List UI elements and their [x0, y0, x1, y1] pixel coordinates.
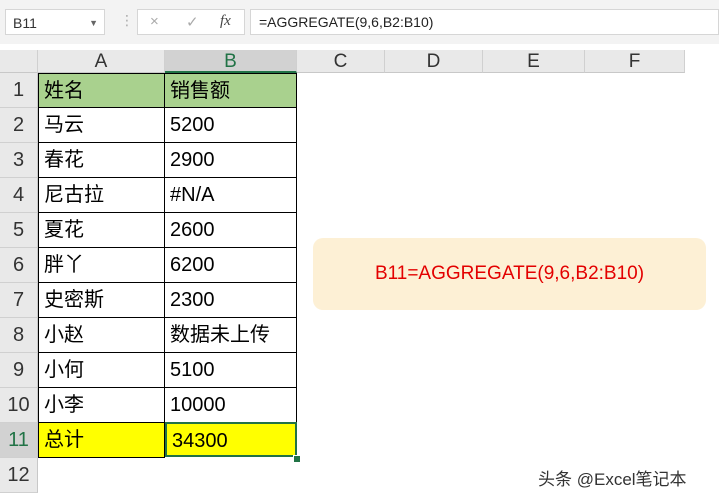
check-icon[interactable]: ✓	[186, 14, 199, 31]
cell-B4[interactable]: #N/A	[165, 178, 297, 213]
row-header[interactable]: 7	[0, 283, 38, 318]
cell-A10[interactable]: 小李	[38, 388, 165, 423]
row-header[interactable]: 11	[0, 423, 38, 458]
cell-A5[interactable]: 夏花	[38, 213, 165, 248]
fill-handle[interactable]	[293, 455, 301, 463]
cell-A3[interactable]: 春花	[38, 143, 165, 178]
select-all-button[interactable]	[0, 50, 38, 73]
formula-buttons: × ✓ fx	[137, 9, 245, 35]
column-header-E[interactable]: E	[483, 50, 585, 73]
cell-B8[interactable]: 数据未上传	[165, 318, 297, 353]
watermark: 头条 @Excel笔记本	[538, 470, 687, 489]
cell-A7[interactable]: 史密斯	[38, 283, 165, 318]
row-header[interactable]: 10	[0, 388, 38, 423]
cell-B6[interactable]: 6200	[165, 248, 297, 283]
formula-bar-area: B11 ▼ ⋮ × ✓ fx =AGGREGATE(9,6,B2:B10)	[0, 0, 719, 44]
name-box[interactable]: B11 ▼	[5, 9, 105, 35]
cell-B11[interactable]: 34300	[165, 422, 297, 457]
drag-handle-icon[interactable]: ⋮	[120, 12, 134, 28]
cell-B7[interactable]: 2300	[165, 283, 297, 318]
fx-icon[interactable]: fx	[220, 13, 231, 29]
name-box-value: B11	[13, 15, 37, 31]
cell-B1[interactable]: 销售额	[165, 73, 297, 108]
column-header-F[interactable]: F	[585, 50, 685, 73]
cell-A4[interactable]: 尼古拉	[38, 178, 165, 213]
row-header[interactable]: 9	[0, 353, 38, 388]
cell-A9[interactable]: 小何	[38, 353, 165, 388]
cell-B5[interactable]: 2600	[165, 213, 297, 248]
cell-B3[interactable]: 2900	[165, 143, 297, 178]
column-header-D[interactable]: D	[385, 50, 483, 73]
row-header[interactable]: 1	[0, 73, 38, 108]
cell-A11[interactable]: 总计	[38, 423, 165, 458]
chevron-down-icon[interactable]: ▼	[89, 18, 98, 28]
row-header[interactable]: 2	[0, 108, 38, 143]
row-header[interactable]: 4	[0, 178, 38, 213]
column-header-B[interactable]: B	[165, 50, 297, 73]
cell-A2[interactable]: 马云	[38, 108, 165, 143]
row-header[interactable]: 12	[0, 458, 38, 493]
column-header-A[interactable]: A	[38, 50, 165, 73]
cell-A6[interactable]: 胖丫	[38, 248, 165, 283]
cell-B9[interactable]: 5100	[165, 353, 297, 388]
row-header[interactable]: 3	[0, 143, 38, 178]
cell-B10[interactable]: 10000	[165, 388, 297, 423]
cell-A1[interactable]: 姓名	[38, 73, 165, 108]
row-header[interactable]: 8	[0, 318, 38, 353]
formula-callout: B11=AGGREGATE(9,6,B2:B10)	[313, 238, 706, 310]
column-header-C[interactable]: C	[297, 50, 385, 73]
row-header[interactable]: 6	[0, 248, 38, 283]
row-header[interactable]: 5	[0, 213, 38, 248]
formula-input[interactable]: =AGGREGATE(9,6,B2:B10)	[250, 9, 719, 35]
cell-B2[interactable]: 5200	[165, 108, 297, 143]
cancel-icon[interactable]: ×	[150, 13, 159, 30]
cell-A8[interactable]: 小赵	[38, 318, 165, 353]
